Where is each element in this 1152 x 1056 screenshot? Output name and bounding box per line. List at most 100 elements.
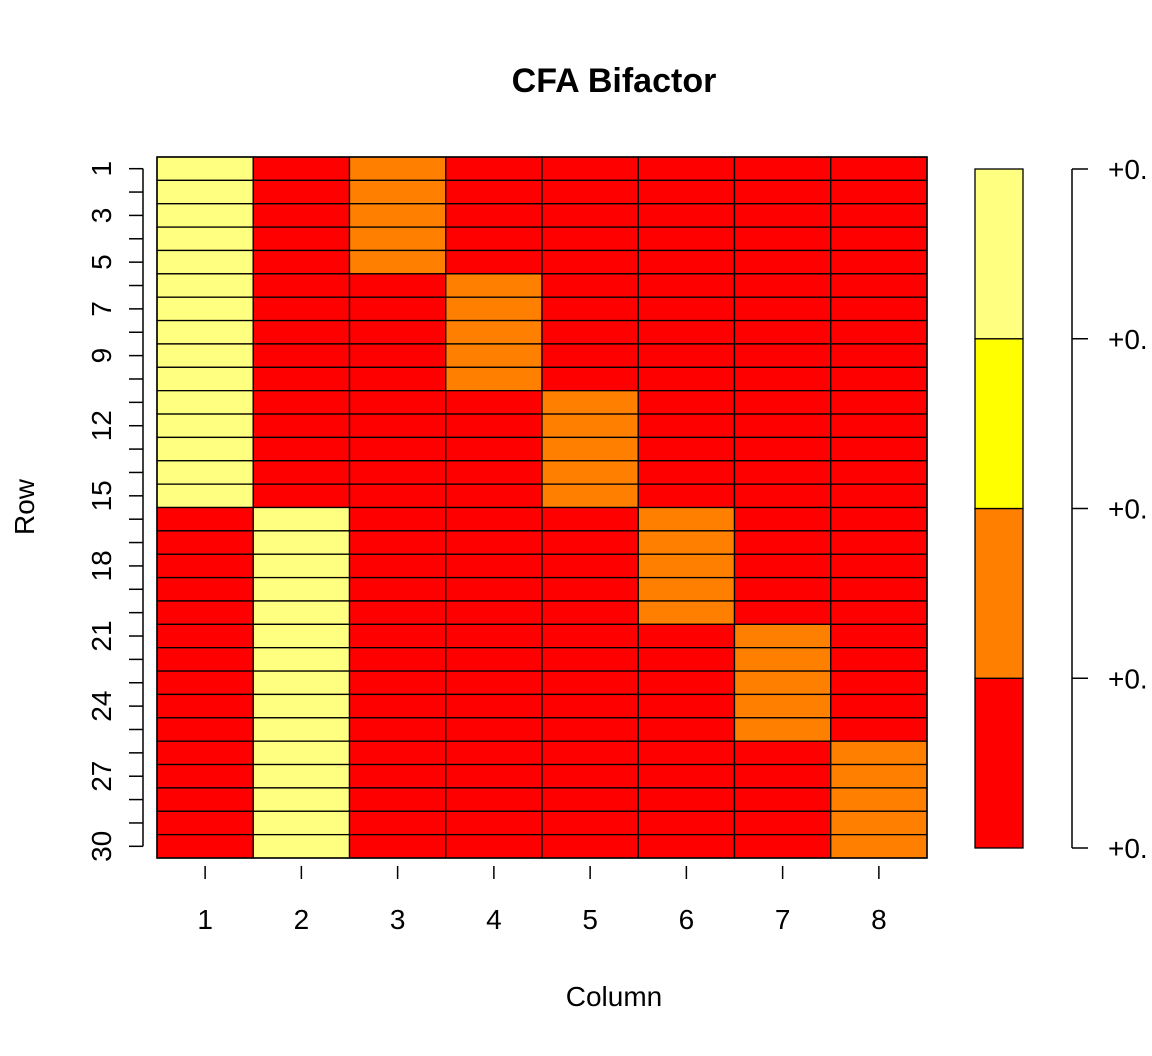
- heatmap-cell: [252, 436, 351, 462]
- heatmap-cell: [637, 156, 736, 182]
- heatmap-cell: [541, 553, 639, 579]
- heatmap-cell: [541, 600, 639, 625]
- heatmap-cell: [733, 623, 832, 649]
- heatmap-cell: [733, 576, 832, 602]
- x-tick-label: 7: [775, 904, 791, 935]
- heatmap-cell: [156, 693, 254, 719]
- heatmap-cell: [348, 787, 447, 812]
- heatmap-cell: [541, 833, 639, 859]
- legend-tick-label: +0.: [1108, 154, 1148, 185]
- heatmap-cell: [252, 623, 351, 649]
- heatmap-cell: [637, 553, 736, 579]
- heatmap-cell: [830, 576, 928, 602]
- heatmap-cell: [541, 156, 639, 182]
- heatmap-cell: [637, 343, 736, 368]
- heatmap-cell: [541, 530, 639, 555]
- heatmap-cell: [156, 833, 254, 859]
- heatmap-cell: [830, 647, 928, 672]
- heatmap-cell: [637, 693, 736, 719]
- legend-swatch: [974, 168, 1024, 340]
- heatmap-cell: [156, 296, 254, 322]
- x-axis: 1 2 3 4 5 6 7 8: [197, 866, 887, 935]
- heatmap-cell: [733, 156, 832, 182]
- heatmap-cell: [637, 413, 736, 439]
- heatmap-cell: [733, 226, 832, 252]
- heatmap-cell: [637, 740, 736, 766]
- heatmap-cell: [733, 647, 832, 672]
- heatmap-cell: [733, 717, 832, 742]
- heatmap-cell: [348, 366, 447, 392]
- heatmap-cell: [252, 249, 351, 275]
- heatmap-cell: [733, 460, 832, 485]
- heatmap-cell: [156, 413, 254, 439]
- y-tick-label: 7: [86, 301, 117, 317]
- heatmap-cell: [733, 670, 832, 696]
- heatmap-cell: [445, 647, 543, 672]
- legend-tick-label: +0.: [1108, 324, 1148, 355]
- heatmap-cell: [156, 203, 254, 228]
- heatmap-cell: [252, 203, 351, 228]
- heatmap-cell: [733, 787, 832, 812]
- legend-tick-label: +0.: [1108, 494, 1148, 525]
- heatmap-cell: [637, 203, 736, 228]
- heatmap-cell: [830, 226, 928, 252]
- heatmap-cell: [348, 273, 447, 298]
- heatmap-cell: [733, 693, 832, 719]
- heatmap-cell: [252, 833, 351, 859]
- heatmap-cell: [252, 530, 351, 555]
- heatmap-cell: [733, 483, 832, 509]
- heatmap-cell: [445, 156, 543, 182]
- heatmap-cell: [830, 366, 928, 392]
- heatmap-cell: [252, 483, 351, 509]
- heatmap-cell: [541, 296, 639, 322]
- heatmap-cell: [541, 179, 639, 205]
- heatmap-cell: [252, 390, 351, 415]
- chart-title: CFA Bifactor: [512, 62, 717, 100]
- heatmap-cell: [445, 483, 543, 509]
- heatmap-cell: [637, 366, 736, 392]
- y-tick-label: 3: [86, 208, 117, 224]
- heatmap-cell: [156, 249, 254, 275]
- heatmap-cell: [156, 787, 254, 812]
- heatmap-cell: [830, 343, 928, 368]
- heatmap-cell: [445, 273, 543, 298]
- heatmap-cell: [445, 810, 543, 836]
- heatmap-cell: [156, 273, 254, 298]
- heatmap-cell: [348, 530, 447, 555]
- heatmap-cell: [252, 226, 351, 252]
- heatmap-cell: [445, 763, 543, 789]
- heatmap-cell: [733, 319, 832, 345]
- heatmap-cell: [156, 740, 254, 766]
- heatmap-cell: [348, 343, 447, 368]
- heatmap-cell: [830, 600, 928, 625]
- heatmap-cell: [348, 833, 447, 859]
- heatmap-cell: [348, 647, 447, 672]
- heatmap-cell: [541, 203, 639, 228]
- heatmap-cell: [733, 413, 832, 439]
- heatmap-cell: [156, 156, 254, 182]
- legend-swatch: [974, 338, 1024, 510]
- heatmap-cell: [252, 296, 351, 322]
- heatmap-cell: [637, 670, 736, 696]
- heatmap-cell: [156, 600, 254, 625]
- x-tick-label: 8: [871, 904, 887, 935]
- heatmap-cell: [830, 530, 928, 555]
- heatmap-cell: [733, 179, 832, 205]
- heatmap-cell: [830, 553, 928, 579]
- y-tick-label: 5: [86, 254, 117, 270]
- heatmap-cell: [541, 249, 639, 275]
- heatmap-cell: [445, 460, 543, 485]
- heatmap-cell: [733, 506, 832, 532]
- legend-swatch: [974, 677, 1024, 849]
- heatmap-cell: [830, 740, 928, 766]
- heatmap-cell: [541, 343, 639, 368]
- heatmap-cell: [445, 366, 543, 392]
- heatmap-cell: [637, 530, 736, 555]
- heatmap-cell: [348, 203, 447, 228]
- heatmap-cell: [348, 460, 447, 485]
- heatmap-cell: [156, 319, 254, 345]
- heatmap-cell: [733, 249, 832, 275]
- heatmap-cell: [445, 226, 543, 252]
- heatmap-cell: [445, 390, 543, 415]
